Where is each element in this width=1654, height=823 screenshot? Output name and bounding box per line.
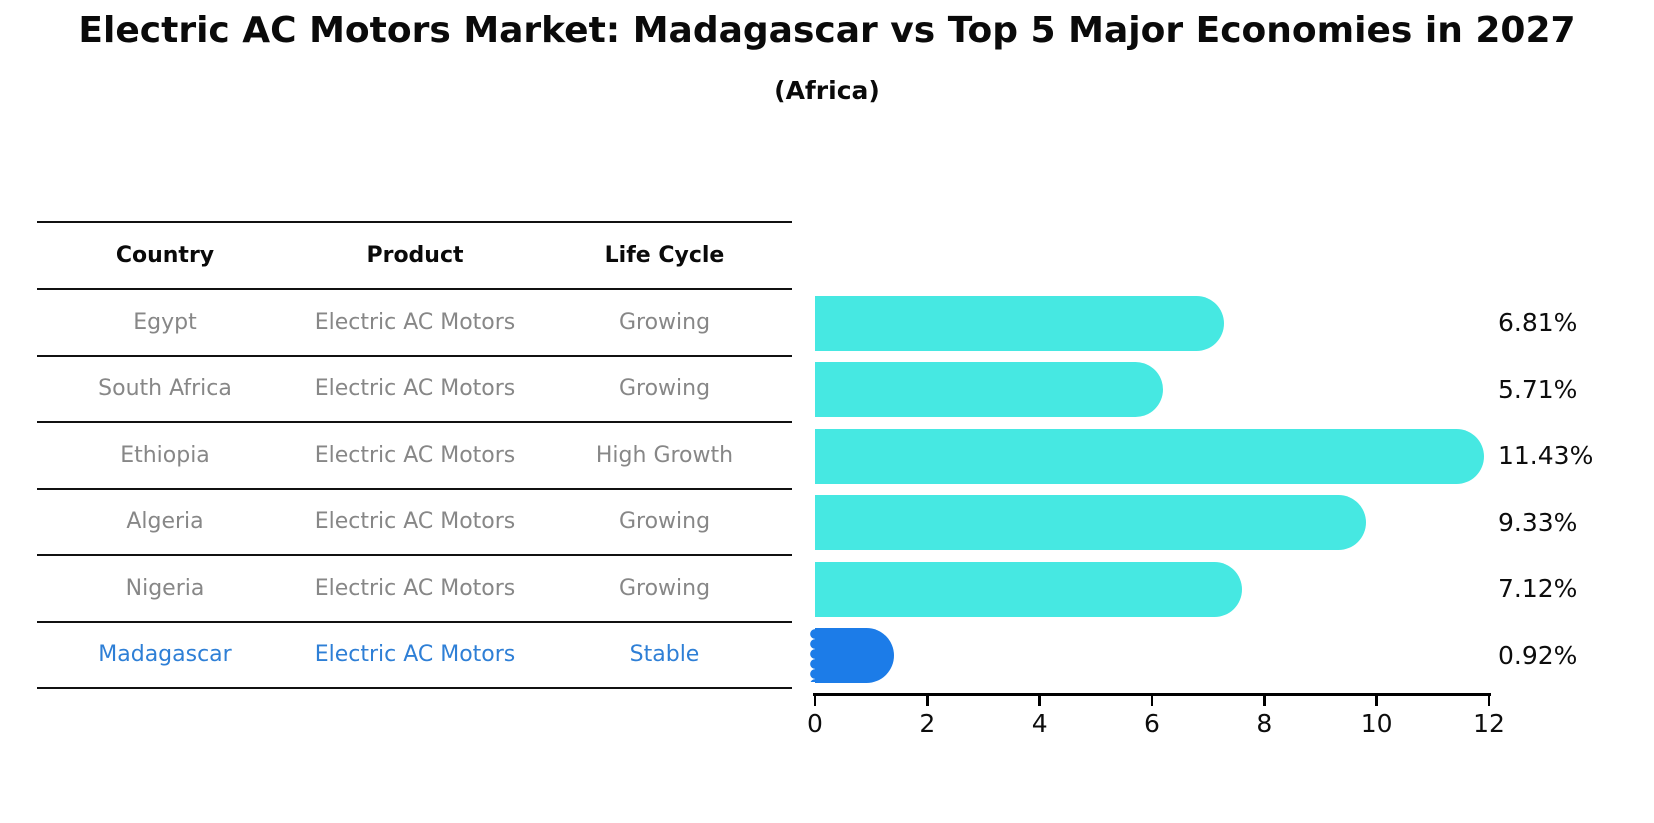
cell-product: Electric AC Motors	[314, 642, 516, 668]
x-axis-tick-label: 4	[1031, 709, 1048, 738]
x-axis-tick-label: 8	[1256, 709, 1273, 738]
bar-algeria	[815, 495, 1366, 551]
bar-egypt	[815, 295, 1224, 351]
x-axis-tick-label: 2	[919, 709, 936, 738]
x-axis-tick	[1263, 695, 1266, 706]
table-row: Madagascar Electric AC Motors Stable	[37, 623, 792, 689]
cell-country: Nigeria	[125, 575, 205, 601]
bar-madagascar	[810, 628, 894, 684]
x-axis-tick	[926, 695, 929, 706]
cell-country: South Africa	[98, 376, 232, 402]
x-axis-tick	[1038, 695, 1041, 706]
bar-value-label: 5.71%	[1498, 374, 1578, 404]
bar-ethiopia	[815, 428, 1484, 484]
cell-country: Egypt	[133, 309, 197, 335]
column-header-product: Product	[366, 243, 464, 268]
table-row: Algeria Electric AC Motors Growing	[37, 490, 792, 556]
cell-product: Electric AC Motors	[314, 309, 516, 335]
x-axis-tick	[1375, 695, 1378, 706]
column-header-country: Country	[115, 243, 215, 268]
cell-life-cycle: Growing	[618, 309, 711, 335]
cell-product: Electric AC Motors	[314, 575, 516, 601]
bar-value-label: 7.12%	[1498, 574, 1578, 604]
bar-value-label: 11.43%	[1498, 441, 1594, 471]
bar-south-africa	[815, 362, 1163, 418]
cell-life-cycle: Growing	[618, 575, 711, 601]
table-header-row: Country Product Life Cycle	[37, 223, 792, 290]
cell-product: Electric AC Motors	[314, 376, 516, 402]
x-axis-tick-label: 6	[1144, 709, 1160, 738]
cell-country: Ethiopia	[120, 442, 210, 468]
cell-life-cycle: Growing	[618, 509, 711, 535]
x-axis-tick-label: 0	[807, 709, 823, 738]
table-row: Egypt Electric AC Motors Growing	[37, 290, 792, 357]
cell-life-cycle: Growing	[618, 376, 711, 402]
table-row: Nigeria Electric AC Motors Growing	[37, 556, 792, 623]
table-row: South Africa Electric AC Motors Growing	[37, 357, 792, 423]
country-table: Country Product Life Cycle Egypt Electri…	[37, 221, 792, 689]
table-body: Egypt Electric AC Motors Growing South A…	[37, 290, 792, 689]
cell-country: Madagascar	[98, 642, 232, 668]
column-header-life-cycle: Life Cycle	[604, 243, 725, 268]
chart-subtitle: (Africa)	[774, 76, 880, 105]
bar-value-label: 0.92%	[1498, 640, 1578, 670]
cell-country: Algeria	[126, 509, 204, 535]
table-row: Ethiopia Electric AC Motors High Growth	[37, 423, 792, 490]
bar-value-label: 6.81%	[1498, 308, 1578, 338]
cell-life-cycle: Stable	[629, 642, 700, 668]
cell-life-cycle: High Growth	[595, 442, 734, 468]
x-axis-tick	[1150, 695, 1154, 706]
x-axis-tick	[1487, 695, 1491, 706]
x-axis-tick	[813, 695, 817, 706]
cell-product: Electric AC Motors	[314, 509, 516, 535]
x-axis-tick-label: 10	[1360, 709, 1393, 738]
cell-product: Electric AC Motors	[314, 442, 516, 468]
x-axis-tick-label: 12	[1473, 709, 1505, 738]
bar-nigeria	[815, 561, 1242, 617]
x-axis-line	[813, 693, 1491, 696]
bar-value-label: 9.33%	[1498, 507, 1578, 537]
chart-title: Electric AC Motors Market: Madagascar vs…	[78, 10, 1576, 51]
